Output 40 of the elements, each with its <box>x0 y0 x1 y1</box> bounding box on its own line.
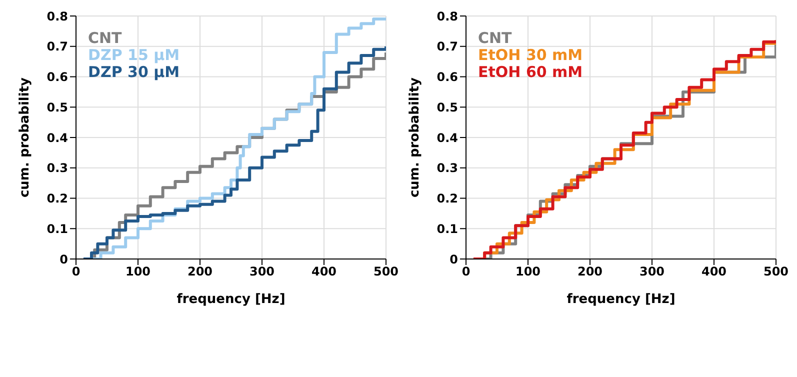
y-tick-label: 0.1 <box>46 222 68 236</box>
x-tick-label: 400 <box>311 264 337 279</box>
y-tick-label: 0.7 <box>46 40 68 54</box>
x-axis-title: frequency [Hz] <box>176 292 286 307</box>
y-tick-label: 0.3 <box>46 161 68 176</box>
y-tick-label: 0.4 <box>46 130 68 145</box>
y-tick-label: 0.2 <box>436 192 458 206</box>
text: DZP 30 µM <box>88 63 180 81</box>
y-tick-label: 0.2 <box>46 192 68 206</box>
y-tick-label: 0.5 <box>436 100 458 114</box>
y-tick-label: 0.3 <box>436 161 458 176</box>
text: CNT <box>478 29 513 47</box>
text: CNT <box>88 29 123 47</box>
y-tick-label: 0.5 <box>46 100 68 114</box>
y-tick-label: 0.7 <box>436 40 458 54</box>
x-tick-label: 500 <box>763 264 789 279</box>
y-tick-label: 0.1 <box>436 222 458 236</box>
x-tick-label: 200 <box>577 264 603 279</box>
y-tick-label: 0.8 <box>46 9 68 24</box>
y-axis-title: cum. probability <box>18 76 33 198</box>
x-tick-label: 500 <box>373 264 399 279</box>
text: DZP 15 µM <box>88 46 180 64</box>
y-tick-label: 0.8 <box>436 9 458 24</box>
text: EtOH 30 mM <box>478 46 583 64</box>
y-tick-label: 0.4 <box>436 130 458 145</box>
x-tick-label: 400 <box>701 264 727 279</box>
text: EtOH 60 mM <box>478 63 583 81</box>
y-tick-label: 0.6 <box>436 70 458 84</box>
x-tick-label: 100 <box>515 264 541 279</box>
x-tick-label: 100 <box>125 264 151 279</box>
y-tick-label: 0 <box>450 252 458 266</box>
x-tick-label: 0 <box>72 264 80 279</box>
x-tick-label: 0 <box>462 264 470 279</box>
x-axis-title: frequency [Hz] <box>566 292 676 307</box>
y-tick-label: 0 <box>60 252 68 266</box>
y-tick-label: 0.6 <box>46 70 68 84</box>
x-tick-label: 300 <box>249 264 275 279</box>
x-tick-label: 200 <box>187 264 213 279</box>
x-tick-label: 300 <box>639 264 665 279</box>
y-axis-title: cum. probability <box>408 76 423 198</box>
